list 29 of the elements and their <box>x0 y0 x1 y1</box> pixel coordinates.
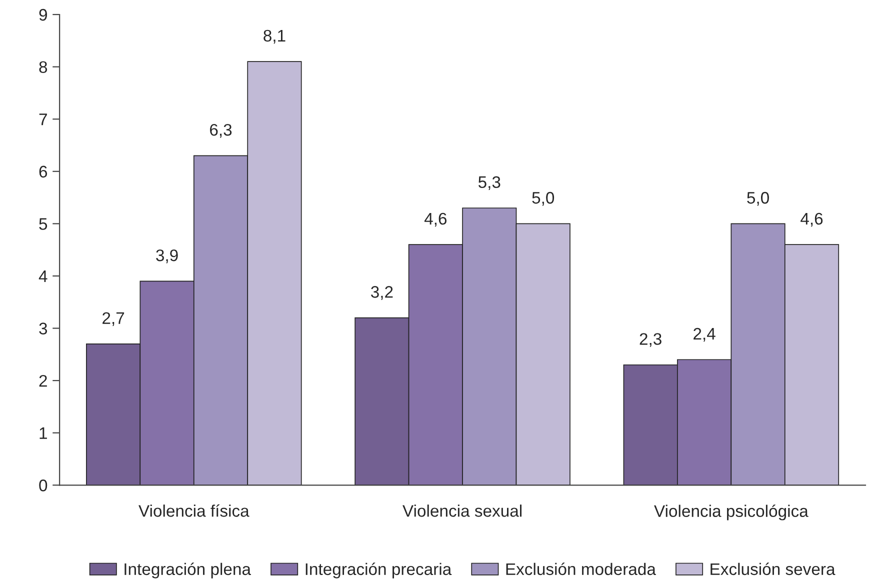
y-tick-label: 7 <box>39 114 47 126</box>
data-label: 5,0 <box>747 192 769 206</box>
y-tick-label: 3 <box>39 322 48 334</box>
y-tick-label: 4 <box>38 270 48 282</box>
y-tick-label: 5 <box>39 218 48 230</box>
data-label: 2,7 <box>102 312 124 326</box>
data-label: 3,9 <box>156 249 178 264</box>
data-label: 5,0 <box>532 192 554 206</box>
legend-label: Integración precaria <box>306 562 452 578</box>
data-label: 5,3 <box>478 176 500 190</box>
y-tick-label: 8 <box>39 61 48 74</box>
x-tick-label: Violencia sexual <box>402 504 522 517</box>
y-tick-label: 2 <box>39 374 47 387</box>
legend-label: Exclusión severa <box>710 562 836 576</box>
x-tick-label: Violencia psicológica <box>654 504 808 520</box>
data-label: 8,1 <box>264 30 286 44</box>
data-label: 2,4 <box>694 328 716 342</box>
legend-label: Integración plena <box>124 562 251 578</box>
data-label: 2,3 <box>640 333 662 347</box>
y-tick-label: 9 <box>39 8 47 21</box>
y-tick-label: 1 <box>40 427 47 439</box>
data-label: 3,2 <box>370 286 393 300</box>
legend-label: Exclusión moderada <box>506 562 656 576</box>
y-tick-label: 0 <box>39 480 48 492</box>
data-label: 4,6 <box>800 212 823 227</box>
y-tick-label: 6 <box>39 166 48 178</box>
x-tick-label: Violencia física <box>138 504 250 517</box>
data-label: 6,3 <box>210 124 232 138</box>
data-label: 4,6 <box>424 212 447 227</box>
